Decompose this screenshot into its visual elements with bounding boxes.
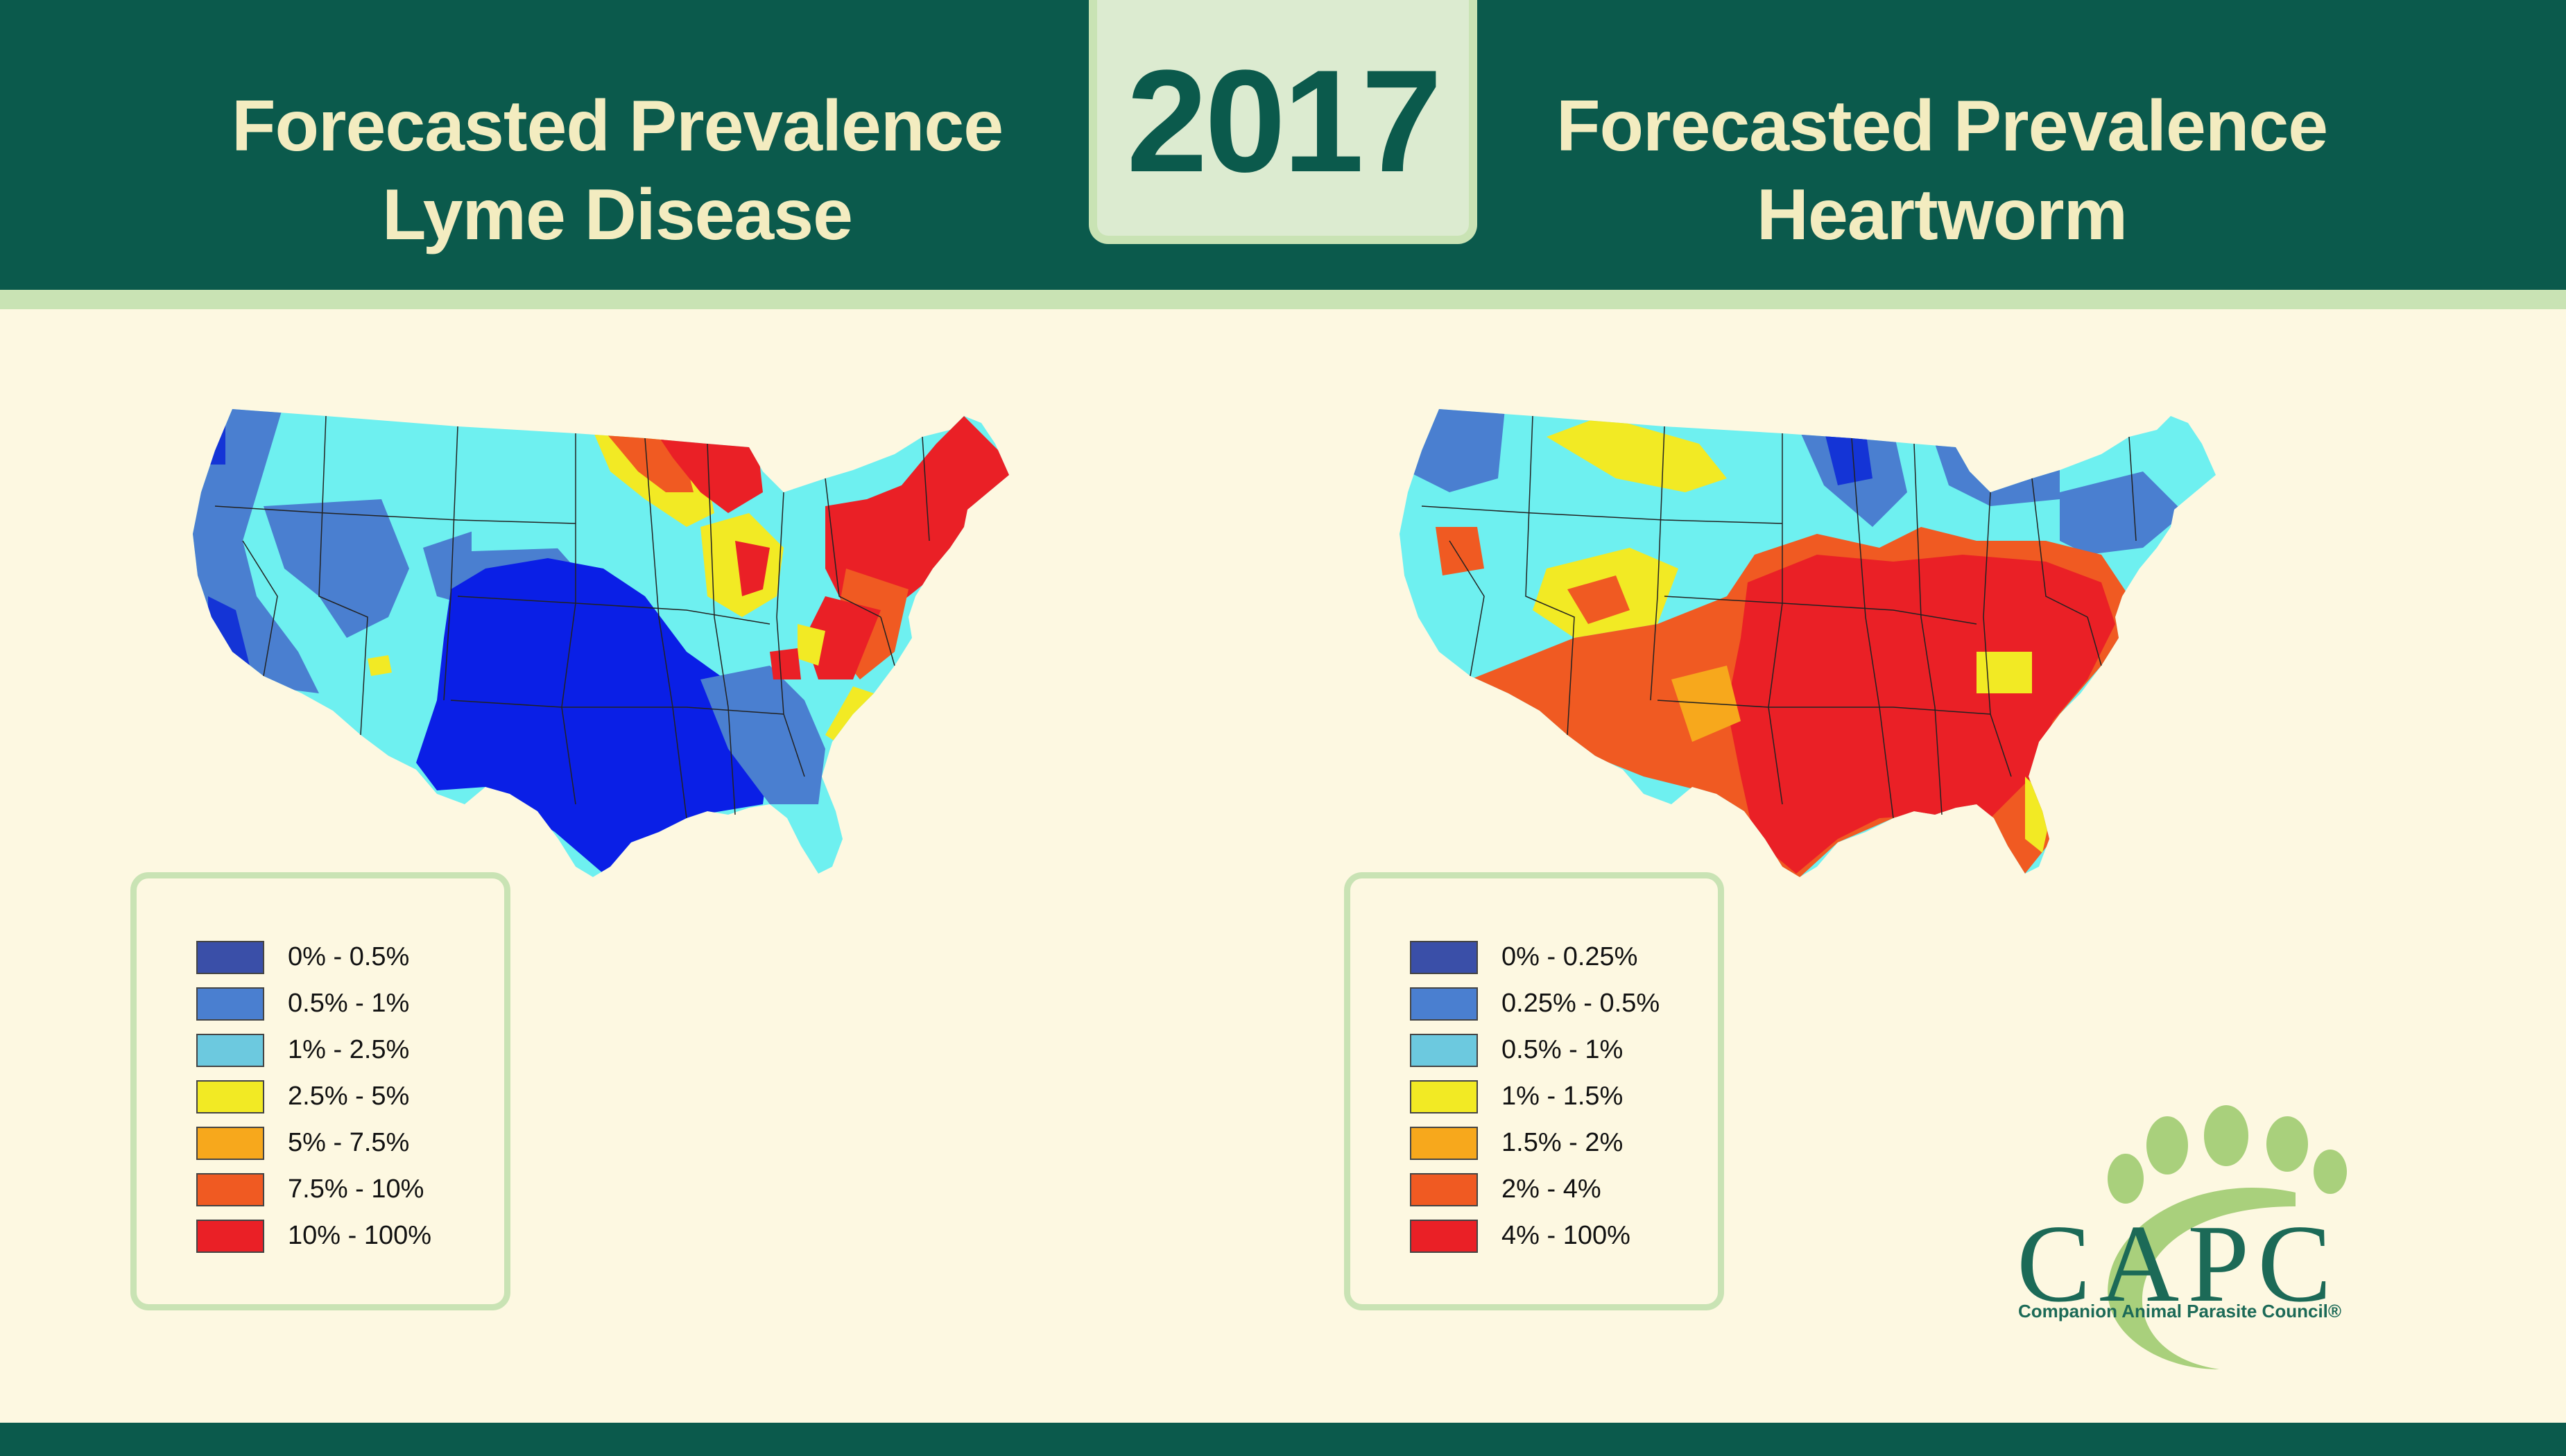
- lyme-legend-swatch: [196, 940, 264, 974]
- year-badge: 2017: [1089, 0, 1477, 244]
- heartworm-legend-list: 0% - 0.25% 0.25% - 0.5% 0.5% - 1% 1% - 1.5%…: [1410, 934, 1660, 1259]
- heartworm-legend-swatch: [1410, 1172, 1478, 1206]
- heartworm-legend-label: 0% - 0.25%: [1501, 942, 1638, 971]
- heartworm-legend-swatch: [1410, 1126, 1478, 1160]
- heartworm-legend-swatch: [1410, 940, 1478, 974]
- heartworm-legend-swatch: [1410, 987, 1478, 1021]
- lyme-legend-item: 2.5% - 5%: [196, 1073, 431, 1120]
- lyme-legend-label: 7.5% - 10%: [288, 1175, 424, 1204]
- heartworm-legend-label: 1% - 1.5%: [1501, 1082, 1624, 1111]
- heartworm-legend-label: 0.5% - 1%: [1501, 1035, 1624, 1064]
- year-text: 2017: [1126, 40, 1442, 202]
- heartworm-legend-item: 1.5% - 2%: [1410, 1120, 1660, 1166]
- heartworm-title: Forecasted Prevalence Heartworm: [1508, 82, 2375, 259]
- heartworm-legend-swatch: [1410, 1219, 1478, 1253]
- paw-crescent-icon: [2108, 1105, 2347, 1369]
- lyme-legend-list: 0% - 0.5% 0.5% - 1% 1% - 2.5% 2.5% - 5% 5% -…: [196, 934, 431, 1259]
- footer-bar: [0, 1423, 2566, 1456]
- heartworm-legend: 0% - 0.25% 0.25% - 0.5% 0.5% - 1% 1% - 1.5%…: [1344, 872, 1724, 1310]
- heartworm-legend-label: 0.25% - 0.5%: [1501, 989, 1660, 1018]
- lyme-title-line-1: Forecasted Prevalence: [231, 86, 1004, 166]
- heartworm-legend-item: 4% - 100%: [1410, 1213, 1660, 1259]
- heartworm-legend-item: 2% - 4%: [1410, 1166, 1660, 1213]
- lyme-legend-swatch: [196, 987, 264, 1021]
- lyme-title-line-2: Lyme Disease: [382, 175, 853, 255]
- heartworm-legend-swatch: [1410, 1080, 1478, 1113]
- capc-tagline: Companion Animal Parasite Council®: [2018, 1301, 2342, 1321]
- lyme-title: Forecasted Prevalence Lyme Disease: [184, 82, 1051, 259]
- heartworm-legend-item: 1% - 1.5%: [1410, 1073, 1660, 1120]
- lyme-legend-label: 2.5% - 5%: [288, 1082, 410, 1111]
- heartworm-legend-label: 4% - 100%: [1501, 1221, 1630, 1250]
- lyme-legend-swatch: [196, 1172, 264, 1206]
- heartworm-legend-item: 0% - 0.25%: [1410, 934, 1660, 980]
- capc-wordmark: CAPC: [2017, 1202, 2340, 1325]
- header-stripe: [0, 290, 2566, 309]
- lyme-legend-label: 5% - 7.5%: [288, 1128, 410, 1157]
- lyme-legend-item: 0% - 0.5%: [196, 934, 431, 980]
- lyme-legend-label: 10% - 100%: [288, 1221, 432, 1250]
- lyme-legend-item: 0.5% - 1%: [196, 980, 431, 1027]
- lyme-legend-item: 7.5% - 10%: [196, 1166, 431, 1213]
- lyme-legend-swatch: [196, 1080, 264, 1113]
- lyme-legend-swatch: [196, 1033, 264, 1067]
- heartworm-legend-label: 2% - 4%: [1501, 1175, 1601, 1204]
- heartworm-legend-item: 0.5% - 1%: [1410, 1027, 1660, 1073]
- lyme-legend-swatch: [196, 1126, 264, 1160]
- lyme-map: [193, 409, 1009, 877]
- capc-logo: CAPC Companion Animal Parasite Council®: [1997, 1102, 2483, 1373]
- lyme-state-borders: [214, 415, 930, 819]
- heartworm-title-line-1: Forecasted Prevalence: [1556, 86, 2328, 166]
- heartworm-map: [1400, 409, 2216, 877]
- lyme-legend-label: 1% - 2.5%: [288, 1035, 410, 1064]
- heartworm-legend-label: 1.5% - 2%: [1501, 1128, 1624, 1157]
- lyme-legend-item: 1% - 2.5%: [196, 1027, 431, 1073]
- heartworm-state-borders: [1421, 415, 2137, 819]
- heartworm-legend-item: 0.25% - 0.5%: [1410, 980, 1660, 1027]
- heartworm-legend-swatch: [1410, 1033, 1478, 1067]
- lyme-legend-label: 0.5% - 1%: [288, 989, 410, 1018]
- lyme-legend-swatch: [196, 1219, 264, 1253]
- lyme-legend: 0% - 0.5% 0.5% - 1% 1% - 2.5% 2.5% - 5% 5% -…: [130, 872, 510, 1310]
- lyme-legend-item: 10% - 100%: [196, 1213, 431, 1259]
- lyme-legend-item: 5% - 7.5%: [196, 1120, 431, 1166]
- lyme-legend-label: 0% - 0.5%: [288, 942, 410, 971]
- heartworm-title-line-2: Heartworm: [1756, 175, 2128, 255]
